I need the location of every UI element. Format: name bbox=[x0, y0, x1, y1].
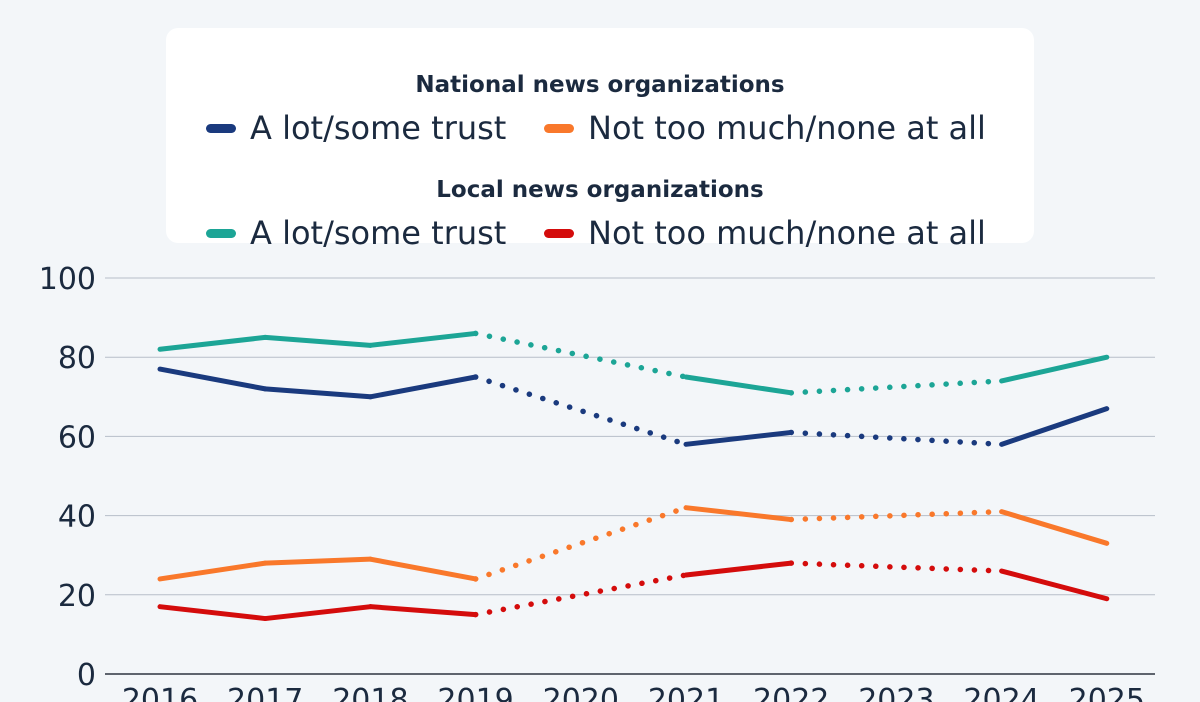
legend-label-local-distrust: Not too much/none at all bbox=[588, 214, 986, 252]
x-tick-label-2018: 2018 bbox=[332, 683, 408, 702]
series-national-distrust-segment-2016-2017 bbox=[157, 560, 268, 582]
series-local-trust-segment-2018-2019 bbox=[367, 330, 479, 348]
series-local-trust-segment-2022-2024 bbox=[788, 378, 1005, 396]
legend-swatch-national-distrust bbox=[544, 123, 574, 133]
y-tick-label-0: 0 bbox=[77, 658, 96, 693]
legend-panel: National news organizations A lot/some t… bbox=[166, 28, 1034, 252]
series-national-distrust-segment-2019-2021 bbox=[472, 504, 689, 582]
series-national-trust-segment-2024-2025 bbox=[999, 406, 1110, 447]
legend-item-local-distrust: Not too much/none at all bbox=[544, 213, 986, 253]
legend-label-local-trust: A lot/some trust bbox=[250, 214, 507, 252]
x-tick-label-2017: 2017 bbox=[227, 683, 303, 702]
series-national-trust-segment-2021-2022 bbox=[683, 429, 794, 447]
legend-swatch-local-distrust bbox=[544, 228, 574, 238]
legend-swatch-local-trust bbox=[206, 228, 236, 238]
legend-label-national-distrust: Not too much/none at all bbox=[588, 109, 986, 147]
x-tick-label-2020: 2020 bbox=[543, 683, 619, 702]
x-tick-label-2022: 2022 bbox=[753, 683, 829, 702]
legend-item-local-trust: A lot/some trust bbox=[206, 213, 506, 253]
series-local-distrust-segment-2022-2024 bbox=[788, 560, 1005, 574]
legend-item-national-trust: A lot/some trust bbox=[206, 108, 506, 148]
x-tick-label-2024: 2024 bbox=[963, 683, 1039, 702]
series-national-distrust-segment-2024-2025 bbox=[999, 509, 1110, 546]
x-tick-label-2023: 2023 bbox=[858, 683, 934, 702]
legend-heading-local: Local news organizations bbox=[436, 177, 764, 203]
series-local-trust-segment-2024-2025 bbox=[999, 354, 1110, 384]
x-tick-label-2025: 2025 bbox=[1069, 683, 1145, 702]
y-tick-label-20: 20 bbox=[58, 579, 96, 614]
series-national-trust-segment-2016-2017 bbox=[157, 366, 268, 392]
series-local-trust-segment-2019-2021 bbox=[472, 330, 689, 380]
series-national-trust-segment-2018-2019 bbox=[367, 374, 479, 400]
series-national-distrust-segment-2017-2018 bbox=[262, 556, 373, 566]
y-tick-label-40: 40 bbox=[58, 500, 96, 535]
legend-label-national-trust: A lot/some trust bbox=[250, 109, 507, 147]
y-tick-label-100: 100 bbox=[39, 262, 96, 297]
y-tick-label-60: 60 bbox=[58, 420, 96, 455]
legend-heading-national: National news organizations bbox=[415, 72, 785, 98]
legend-item-national-distrust: Not too much/none at all bbox=[544, 108, 986, 148]
series-local-distrust-segment-2024-2025 bbox=[999, 568, 1110, 602]
series-local-distrust-segment-2016-2017 bbox=[157, 604, 268, 622]
x-tick-label-2016: 2016 bbox=[122, 683, 198, 702]
x-tick-label-2019: 2019 bbox=[437, 683, 513, 702]
series-national-distrust-segment-2018-2019 bbox=[367, 556, 479, 582]
series-local-distrust-segment-2021-2022 bbox=[683, 560, 794, 578]
legend-swatch-national-trust bbox=[206, 123, 236, 133]
series-local-trust-segment-2016-2017 bbox=[157, 334, 268, 352]
series-national-trust-segment-2019-2021 bbox=[472, 374, 689, 448]
series-national-trust-segment-2017-2018 bbox=[262, 386, 373, 400]
legend-row-local: A lot/some trust Not too much/none at al… bbox=[166, 213, 1034, 253]
series-local-distrust-segment-2018-2019 bbox=[367, 604, 479, 618]
series-local-trust-segment-2021-2022 bbox=[683, 374, 794, 396]
series-local-distrust-segment-2017-2018 bbox=[262, 604, 373, 622]
series-national-distrust-segment-2021-2022 bbox=[683, 505, 794, 523]
series-national-trust-segment-2022-2024 bbox=[788, 429, 1005, 448]
legend-row-national: A lot/some trust Not too much/none at al… bbox=[166, 108, 1034, 148]
series-local-trust-segment-2017-2018 bbox=[262, 334, 373, 348]
x-tick-label-2021: 2021 bbox=[648, 683, 724, 702]
y-tick-label-80: 80 bbox=[58, 341, 96, 376]
